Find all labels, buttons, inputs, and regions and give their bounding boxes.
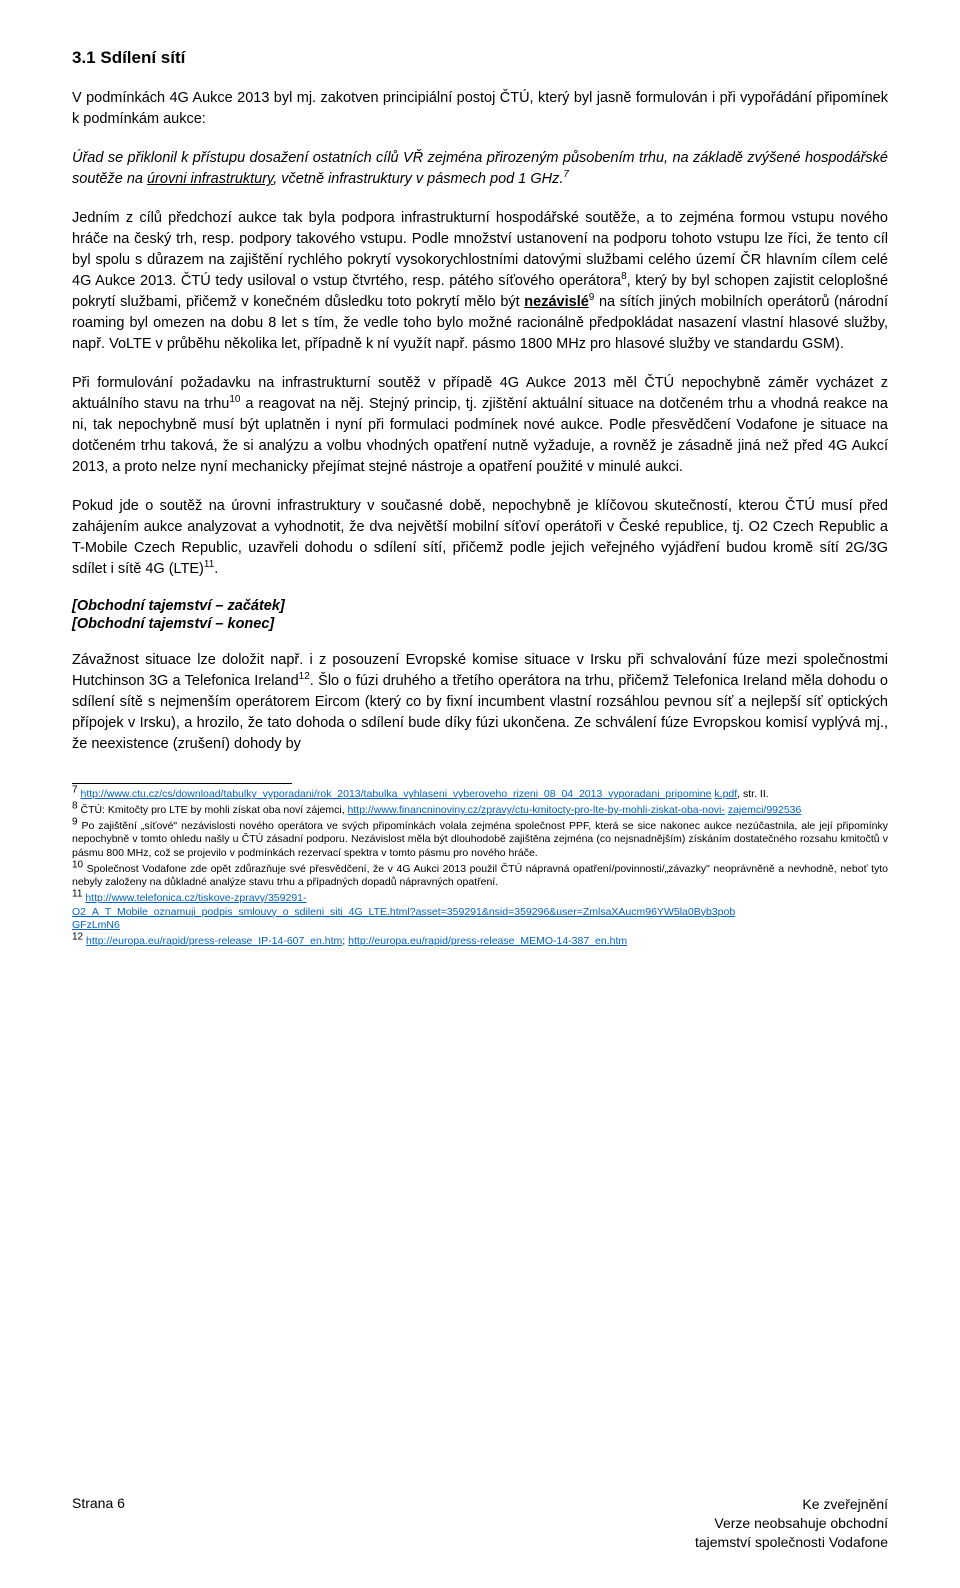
fn8-plain: ČTÚ: Kmitočty pro LTE by mohli získat ob… [78, 804, 348, 816]
fn12-link1[interactable]: http://europa.eu/rapid/press-release_IP-… [86, 935, 342, 947]
footer-r2: Verze neobsahuje obchodní [695, 1514, 888, 1533]
blockquote: Úřad se přiklonil k přístupu dosažení os… [72, 148, 888, 190]
p4-b: . [214, 561, 218, 577]
fn11-link2[interactable]: O2_A_T_Mobile_oznamuji_podpis_smlouvy_o_… [72, 906, 735, 918]
spacer [72, 190, 888, 208]
quote-underlined: úrovni infrastruktury [147, 171, 273, 187]
footnote-ref-12: 12 [299, 672, 310, 683]
footnote-ref-10: 10 [229, 394, 240, 405]
p2-boldund: nezávislé [524, 294, 589, 310]
footnote-7: 7 http://www.ctu.cz/cs/download/tabulky_… [72, 788, 888, 802]
fn12-num: 12 [72, 931, 83, 942]
para-4: Pokud jde o soutěž na úrovni infrastrukt… [72, 496, 888, 580]
fn7-link-cont[interactable]: k.pdf [714, 788, 737, 800]
page-footer: Strana 6 Ke zveřejnění Verze neobsahuje … [72, 1495, 888, 1552]
footnote-ref-7: 7 [563, 169, 569, 180]
footnote-10: 10 Společnost Vodafone zde opět zdůrazňu… [72, 863, 888, 890]
footnote-8: 8 ČTÚ: Kmitočty pro LTE by mohli získat … [72, 804, 888, 818]
footnote-11: 11 http://www.telefonica.cz/tiskove-zpra… [72, 892, 888, 933]
p4-a: Pokud jde o soutěž na úrovni infrastrukt… [72, 498, 888, 577]
para-2: Jedním z cílů předchozí aukce tak byla p… [72, 208, 888, 355]
fn8-link[interactable]: http://www.financninoviny.cz/zpravy/ctu-… [348, 804, 725, 816]
document-page: 3.1 Sdílení sítí V podmínkách 4G Aukce 2… [0, 0, 960, 1588]
quote-tail: , včetně infrastruktury v pásmech pod 1 … [273, 171, 563, 187]
fn7-plain: , str. II. [737, 788, 769, 800]
fn11-link1[interactable]: http://www.telefonica.cz/tiskove-zpravy/… [85, 892, 306, 904]
redaction-start: [Obchodní tajemství – začátek] [72, 598, 888, 614]
footnote-12: 12 http://europa.eu/rapid/press-release_… [72, 935, 888, 949]
fn8-link-cont[interactable]: zajemci/992536 [728, 804, 802, 816]
section-heading: 3.1 Sdílení sítí [72, 48, 888, 68]
fn11-link3[interactable]: GFzLmN6 [72, 919, 120, 931]
footer-right: Ke zveřejnění Verze neobsahuje obchodní … [695, 1495, 888, 1552]
fn7-num: 7 [72, 785, 78, 796]
intro-para: V podmínkách 4G Aukce 2013 byl mj. zakot… [72, 88, 888, 130]
fn9-text: Po zajištění „síťové" nezávislosti novéh… [72, 820, 888, 859]
fn11-num: 11 [72, 888, 82, 899]
para-3: Při formulování požadavku na infrastrukt… [72, 373, 888, 478]
footer-left: Strana 6 [72, 1495, 125, 1552]
fn10-text: Společnost Vodafone zde opět zdůrazňuje … [72, 863, 888, 889]
redaction-end: [Obchodní tajemství – konec] [72, 616, 888, 632]
footer-r3: tajemství společnosti Vodafone [695, 1533, 888, 1552]
fn7-link[interactable]: http://www.ctu.cz/cs/download/tabulky_vy… [80, 788, 711, 800]
footnote-ref-11: 11 [204, 559, 214, 570]
para-5: Závažnost situace lze doložit např. i z … [72, 650, 888, 755]
footer-r1: Ke zveřejnění [695, 1495, 888, 1514]
fn10-num: 10 [72, 859, 83, 870]
footnote-9: 9 Po zajištění „síťové" nezávislosti nov… [72, 820, 888, 861]
fn12-link2[interactable]: http://europa.eu/rapid/press-release_MEM… [348, 935, 627, 947]
